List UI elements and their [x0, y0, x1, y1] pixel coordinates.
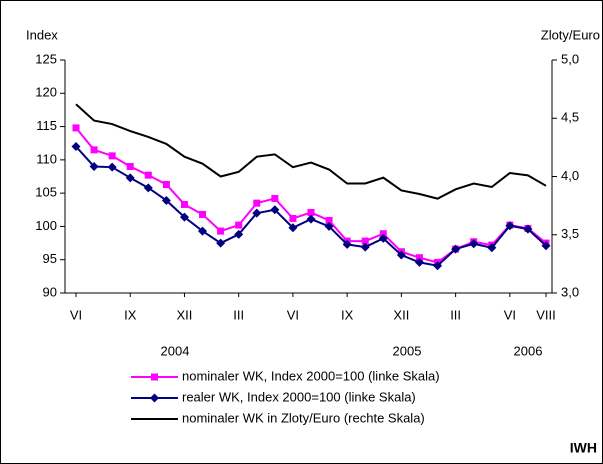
point — [342, 239, 352, 249]
series-line — [75, 103, 547, 200]
point — [289, 214, 297, 222]
y2-tick-label: 3,5 — [561, 226, 579, 241]
year-label: 2005 — [393, 343, 422, 358]
point — [451, 244, 461, 254]
y-tick-label: 120 — [35, 85, 57, 100]
y2-tick-label: 3,0 — [561, 284, 579, 299]
y2-axis-label: Zloty/Euro — [541, 27, 600, 42]
point — [144, 171, 152, 179]
point — [270, 205, 280, 215]
y-tick-label: 115 — [36, 118, 57, 133]
year-label: 2004 — [161, 343, 190, 358]
legend-marker — [151, 373, 158, 381]
x-tick-label: IX — [341, 307, 354, 322]
y-tick-label: 125 — [35, 51, 57, 66]
legend-label: nominaler WK in Zloty/Euro (rechte Skala… — [182, 410, 425, 425]
point — [71, 142, 81, 152]
point — [72, 124, 80, 132]
point — [234, 229, 244, 239]
y-tick-label: 90 — [43, 284, 57, 299]
point — [505, 221, 515, 231]
point — [469, 239, 479, 249]
point — [108, 152, 116, 160]
point — [180, 200, 188, 208]
y-axis-label: Index — [26, 27, 58, 42]
point — [271, 194, 279, 202]
point — [161, 195, 171, 205]
point — [288, 223, 298, 233]
point — [126, 163, 134, 171]
point — [487, 243, 497, 253]
y2-tick-label: 4,5 — [561, 110, 579, 125]
x-tick-label: XII — [393, 307, 409, 322]
x-tick-label: XII — [177, 307, 193, 322]
point — [235, 221, 243, 229]
point — [523, 224, 533, 234]
point — [541, 241, 551, 251]
point — [253, 199, 261, 207]
y-tick-label: 110 — [36, 151, 57, 166]
y-tick-label: 95 — [43, 251, 57, 266]
point — [107, 162, 117, 172]
point — [89, 162, 99, 172]
point — [90, 146, 98, 154]
x-tick-label: III — [233, 307, 244, 322]
point — [216, 238, 226, 248]
x-tick-label: VI — [504, 307, 516, 322]
source: IWH — [570, 440, 597, 456]
point — [307, 208, 315, 216]
point — [433, 261, 443, 271]
point — [179, 212, 189, 222]
point — [325, 216, 333, 224]
x-tick-label: VI — [287, 307, 299, 322]
point — [415, 254, 423, 262]
year-label: 2006 — [514, 343, 543, 358]
x-tick-label: IX — [124, 307, 137, 322]
y-tick-label: 105 — [35, 185, 57, 200]
point — [414, 257, 424, 267]
point — [143, 183, 153, 193]
y-tick-label: 100 — [35, 218, 57, 233]
point — [199, 210, 207, 218]
point — [378, 233, 388, 243]
point — [162, 180, 170, 188]
legend-marker — [150, 393, 159, 403]
legend-label: nominaler WK, Index 2000=100 (linke Skal… — [182, 368, 440, 383]
x-tick-label: VIII — [536, 307, 556, 322]
x-tick-label: VI — [70, 307, 82, 322]
point — [125, 173, 135, 183]
x-tick-label: III — [450, 307, 461, 322]
point — [396, 250, 406, 260]
point — [306, 214, 316, 224]
point — [252, 208, 262, 218]
y2-tick-label: 4,0 — [561, 168, 579, 183]
point — [217, 227, 225, 235]
point — [360, 242, 370, 252]
point — [198, 226, 208, 236]
y2-tick-label: 5,0 — [561, 51, 579, 66]
legend-label: realer WK, Index 2000=100 (linke Skala) — [182, 389, 416, 404]
point — [379, 230, 387, 238]
point — [324, 221, 334, 231]
point — [361, 237, 369, 245]
